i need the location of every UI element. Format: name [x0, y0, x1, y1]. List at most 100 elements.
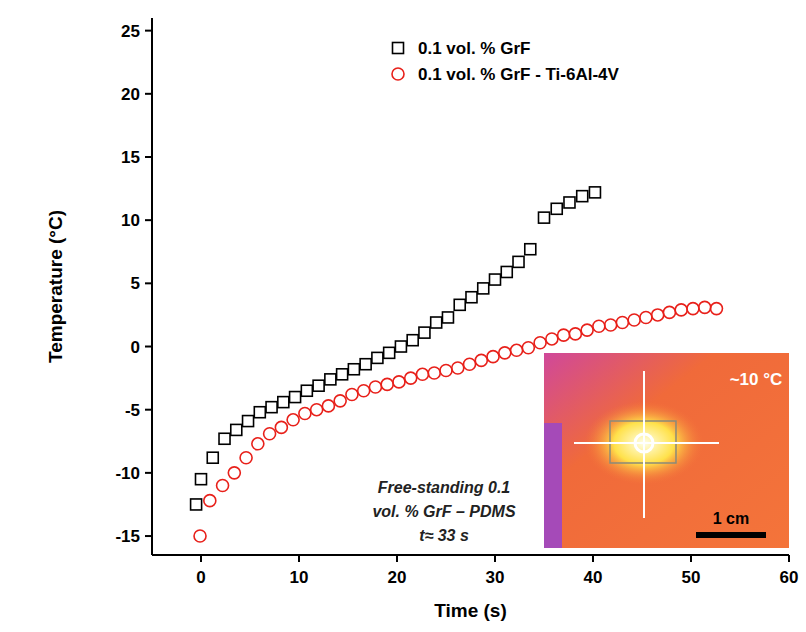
point [593, 320, 605, 332]
point [243, 416, 254, 427]
legend-label: 0.1 vol. % GrF [418, 39, 530, 58]
point [551, 203, 562, 214]
point [652, 309, 664, 321]
point [501, 266, 512, 277]
point [299, 407, 311, 419]
axes: -15-10-505101520250102030405060Time (s)T… [45, 18, 798, 621]
point [252, 438, 264, 450]
point [564, 197, 575, 208]
point [522, 342, 534, 354]
point [452, 362, 464, 374]
point [337, 369, 348, 380]
point [325, 374, 336, 385]
point [487, 351, 499, 363]
point [266, 402, 277, 413]
point [219, 433, 230, 444]
point [346, 389, 358, 401]
data-points [191, 187, 723, 542]
thermal-background [544, 353, 789, 548]
point [442, 312, 453, 323]
scale-bar [696, 532, 766, 538]
point [360, 359, 371, 370]
y-axis-line [151, 18, 153, 555]
y-tick [145, 30, 152, 32]
y-tick-label: 15 [121, 148, 140, 167]
point [372, 352, 383, 363]
point [407, 335, 418, 346]
point [358, 385, 370, 397]
y-tick-label: -15 [115, 527, 140, 546]
point [466, 292, 477, 303]
x-tick [396, 555, 398, 562]
crosshair-circle [635, 434, 653, 452]
point [204, 495, 216, 507]
y-tick-label: 5 [131, 274, 140, 293]
point [640, 311, 652, 323]
chart: ~10 °C1 cmFree-standing 0.1vol. % GrF – … [0, 0, 806, 632]
x-tick [200, 555, 202, 562]
point [454, 299, 465, 310]
point [475, 354, 487, 366]
point [322, 400, 334, 412]
point [313, 380, 324, 391]
legend: 0.1 vol. % GrF0.1 vol. % GrF - Ti-6Al-4V [392, 39, 620, 84]
point [384, 347, 395, 358]
point [416, 368, 428, 380]
x-tick-label: 50 [682, 568, 701, 587]
x-axis-line [152, 554, 789, 556]
point [577, 191, 588, 202]
x-tick-label: 20 [388, 568, 407, 587]
x-tick [592, 555, 594, 562]
point [663, 306, 675, 318]
x-tick-label: 40 [584, 568, 603, 587]
thermal-edge [544, 423, 562, 548]
point [490, 274, 501, 285]
point [525, 244, 536, 255]
thermal-image: ~10 °C1 cm [544, 353, 789, 548]
point [240, 452, 252, 464]
point [395, 341, 406, 352]
series-0 [191, 187, 601, 510]
y-tick-label: -5 [125, 401, 140, 420]
point [569, 328, 581, 340]
point [217, 480, 229, 492]
y-tick-label: 0 [131, 338, 140, 357]
point [311, 404, 323, 416]
crosshair [643, 371, 645, 518]
point [275, 421, 287, 433]
point [287, 414, 299, 426]
caption-line: Free-standing 0.1 [378, 479, 511, 496]
point [534, 337, 546, 349]
point [207, 452, 218, 463]
point [278, 397, 289, 408]
y-tick-label: -10 [115, 464, 140, 483]
legend-marker [392, 68, 404, 80]
point [194, 530, 206, 542]
caption: Free-standing 0.1vol. % GrF – PDMSt≈ 33 … [344, 471, 542, 548]
y-tick [145, 346, 152, 348]
crosshair [574, 442, 719, 444]
point [381, 378, 393, 390]
point [393, 376, 405, 388]
y-tick [145, 472, 152, 474]
y-tick [145, 156, 152, 158]
point [546, 333, 558, 345]
point [675, 304, 687, 316]
point [539, 212, 550, 223]
caption-patch [344, 471, 542, 548]
y-tick-label: 20 [121, 85, 140, 104]
point [290, 392, 301, 403]
point [191, 499, 202, 510]
point [254, 407, 265, 418]
point [428, 367, 440, 379]
y-tick-label: 10 [121, 211, 140, 230]
point [264, 428, 276, 440]
point [440, 365, 452, 377]
x-tick [690, 555, 692, 562]
x-tick [494, 555, 496, 562]
point [605, 319, 617, 331]
point [231, 424, 242, 435]
legend-marker [393, 43, 404, 54]
point [405, 372, 417, 384]
point [628, 314, 640, 326]
